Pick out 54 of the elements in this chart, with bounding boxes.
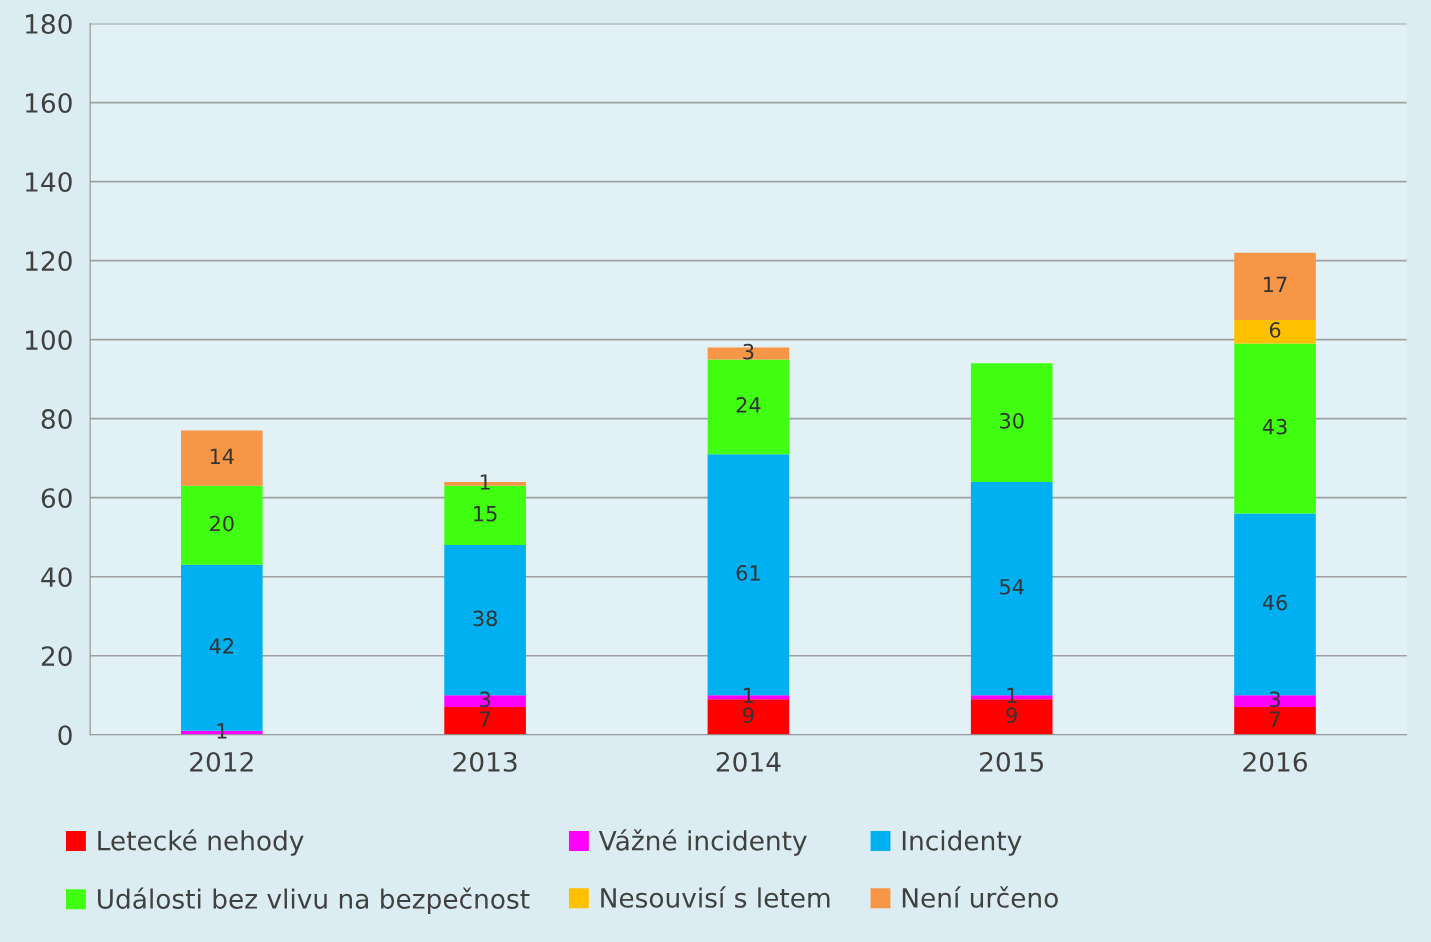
y-tick-label: 120: [26, 251, 72, 272]
data-label: 20: [210, 515, 234, 532]
y-tick-label: 40: [41, 567, 72, 588]
bar: [180, 430, 263, 486]
y-tick-label: 60: [41, 488, 72, 509]
x-tick-label: 2016: [1243, 751, 1307, 772]
data-label: 43: [1262, 418, 1287, 435]
data-label: 24: [736, 397, 761, 413]
data-label: 9: [1006, 707, 1017, 724]
legend-label: Nesouvisí s letem: [601, 886, 830, 908]
bar: [444, 707, 526, 735]
data-label: 17: [1264, 276, 1287, 293]
bar: [970, 363, 1053, 482]
bar: [707, 359, 790, 455]
data-label: 42: [209, 638, 233, 654]
data-label: 3: [743, 343, 754, 360]
legend-label: Události bez vlivu na bezpečnost: [98, 887, 530, 915]
bar: [1234, 707, 1316, 735]
x-tick-label: 2014: [716, 751, 781, 772]
bar: [1234, 319, 1316, 344]
data-label: 7: [480, 711, 490, 727]
data-label: 1: [217, 723, 227, 739]
y-tick-label: 140: [26, 172, 72, 192]
bar: [1234, 343, 1316, 514]
legend-label: Letecké nehody: [98, 829, 304, 856]
data-label: 15: [474, 506, 497, 522]
x-tick-label: 2015: [980, 751, 1043, 772]
data-label: 38: [473, 610, 497, 627]
data-label: 3: [1269, 691, 1280, 708]
data-label: 46: [1262, 594, 1287, 611]
legend-label: Není určeno: [902, 886, 1058, 908]
data-label: 9: [743, 707, 754, 724]
y-tick-label: 20: [41, 646, 72, 667]
bar: [180, 485, 263, 565]
legend-label: Vážné incidenty: [598, 829, 807, 856]
bar: [1234, 252, 1316, 320]
data-label: 14: [210, 448, 234, 464]
data-label: 1: [1007, 687, 1017, 703]
data-label: 30: [1000, 412, 1024, 429]
y-tick-label: 80: [41, 409, 72, 430]
data-label: 61: [736, 565, 760, 581]
y-tick-label: 160: [26, 93, 72, 113]
data-label: 1: [480, 474, 490, 490]
data-label: 1: [744, 687, 754, 703]
data-label: 6: [1269, 322, 1281, 338]
data-label: 3: [480, 691, 491, 708]
legend-label: Incidenty: [902, 830, 1022, 856]
x-tick-label: 2012: [190, 751, 253, 772]
x-tick-label: 2013: [453, 751, 517, 772]
y-tick-label: 180: [26, 13, 72, 34]
data-label: 54: [1000, 579, 1024, 595]
data-label: 7: [1270, 711, 1280, 727]
y-tick-label: 0: [58, 725, 72, 746]
y-tick-label: 100: [26, 330, 72, 351]
